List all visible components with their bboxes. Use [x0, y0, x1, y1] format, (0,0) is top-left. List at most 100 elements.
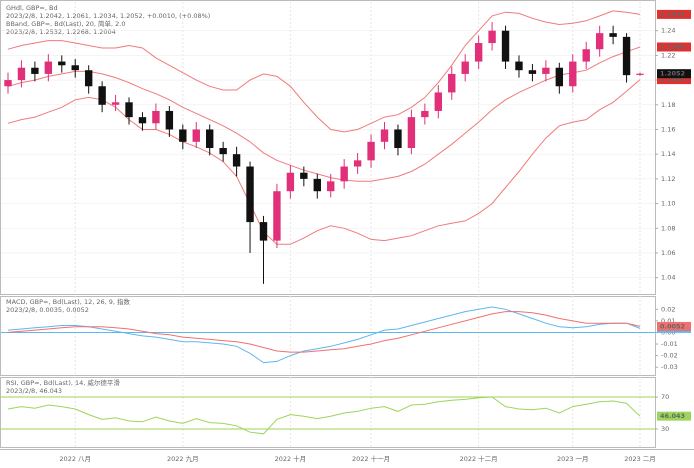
panel-header: 2023/2/8, 0.0035, 0.0052: [6, 306, 89, 314]
last-value-label: 0.0052: [660, 322, 685, 330]
candle-body: [84, 70, 93, 87]
last-value-badge: [657, 75, 691, 85]
x-tick-label: 2023 一月: [557, 455, 589, 463]
candle-body: [179, 129, 187, 142]
candle-body: [434, 92, 442, 111]
candle-body: [582, 49, 590, 62]
y-tick-label: 0.02: [661, 305, 675, 313]
x-tick-label: 2022 八月: [59, 455, 91, 463]
candle-body: [219, 148, 227, 155]
series-line: [7, 311, 641, 353]
series-line: [7, 10, 641, 133]
y-tick-label: 0.01: [661, 317, 675, 325]
candle-body: [192, 129, 200, 142]
y-tick-label: 1.24: [661, 27, 675, 35]
y-tick-label: 30: [661, 425, 669, 433]
candle-body: [488, 30, 496, 44]
y-tick-label: 1.10: [661, 200, 675, 208]
last-value-badge: [657, 42, 691, 52]
candle-body: [152, 110, 160, 124]
last-value-label: 1.2268: [660, 43, 686, 51]
candle-body: [394, 129, 402, 148]
panel-header: 2023/2/8, 46.043: [6, 387, 62, 395]
candle-body: [300, 172, 308, 179]
last-value-badge: [657, 321, 691, 331]
series-line: [7, 396, 641, 435]
panel-header: BBand, GBP=, Bd(Last), 20, 简单, 2.0: [6, 19, 125, 28]
last-value-badge: [657, 411, 691, 421]
x-tick-label: 2023 二月: [624, 455, 656, 463]
y-tick-label: 1.04: [661, 274, 675, 282]
candle-body: [407, 117, 416, 148]
last-value-label: 1.2532: [660, 10, 685, 18]
candle-body: [98, 86, 106, 105]
candle-body: [542, 67, 550, 74]
candle-body: [515, 61, 523, 71]
candle-body: [259, 222, 268, 241]
y-tick-label: 1.22: [661, 51, 675, 59]
candle-body: [31, 67, 39, 74]
candle-body: [340, 166, 348, 182]
candle-body: [327, 181, 335, 192]
candle-body: [367, 141, 375, 161]
y-tick-label: 1.08: [661, 224, 675, 232]
y-tick-label: 1.18: [661, 101, 675, 109]
candle-body: [71, 65, 79, 71]
candle-body: [286, 172, 295, 192]
panel-header: GHdl, GBP=, Bd: [6, 4, 58, 12]
candle-body: [448, 73, 456, 93]
candle-body: [125, 102, 133, 118]
series-line: [7, 46, 641, 182]
series-line: [7, 306, 641, 364]
series-line: [7, 79, 641, 245]
panel-frames: [0, 0, 694, 450]
y-tick-label: -0.03: [661, 363, 678, 371]
y-tick-label: 1.16: [661, 125, 675, 133]
panel-header: 2023/2/8, 1.2532, 1.2268, 1.2004: [6, 28, 116, 36]
y-tick-label: 1.12: [661, 175, 675, 183]
candle-body: [58, 61, 66, 66]
x-tick-label: 2022 十一月: [352, 454, 390, 463]
candle-body: [555, 67, 564, 87]
x-tick-label: 2022 十二月: [460, 454, 498, 463]
candle-body: [569, 61, 577, 87]
candle-body: [421, 110, 429, 118]
candle-body: [165, 110, 174, 130]
panel-header: MACD, GBP=, Bd(Last), 12, 26, 9, 指数: [6, 297, 131, 306]
candle-body: [313, 178, 321, 192]
panel-header: RSI, GBP=, Bd(Last), 14, 威尔德平滑: [6, 378, 120, 387]
y-tick-label: -0.01: [661, 340, 678, 348]
last-value-label: 1.2004: [660, 76, 686, 84]
candle-body: [138, 117, 147, 124]
candle-body: [44, 61, 53, 74]
candle-body: [528, 70, 537, 74]
candle-body: [609, 33, 617, 37]
x-tick-label: 2022 九月: [167, 454, 199, 463]
candle-body: [636, 73, 644, 75]
candle-body: [273, 191, 281, 241]
y-tick-label: 1.06: [661, 249, 675, 257]
y-tick-label: -0.02: [661, 352, 678, 360]
candle-body: [4, 80, 12, 87]
candle-body: [595, 33, 604, 50]
last-value-badge: [657, 9, 691, 19]
y-tick-label: 1.14: [661, 150, 675, 158]
last-value-label: 46.043: [660, 412, 685, 420]
candle-body: [206, 129, 214, 148]
x-tick-label: 2022 十月: [275, 454, 307, 463]
candle-body: [17, 67, 26, 81]
candle-body: [501, 30, 510, 62]
candle-body: [461, 61, 469, 74]
candle-body: [380, 129, 389, 142]
y-tick-label: 70: [661, 393, 669, 401]
candle-body: [246, 166, 254, 223]
candle-body: [353, 160, 362, 167]
candle-body: [474, 43, 483, 62]
last-value-badge: [657, 69, 691, 79]
panel-header: 2023/2/8, 1.2042, 1.2061, 1.2034, 1.2052…: [6, 12, 210, 20]
last-value-label: 1.2052: [660, 70, 685, 78]
candle-body: [111, 102, 120, 105]
candle-body: [232, 154, 241, 167]
